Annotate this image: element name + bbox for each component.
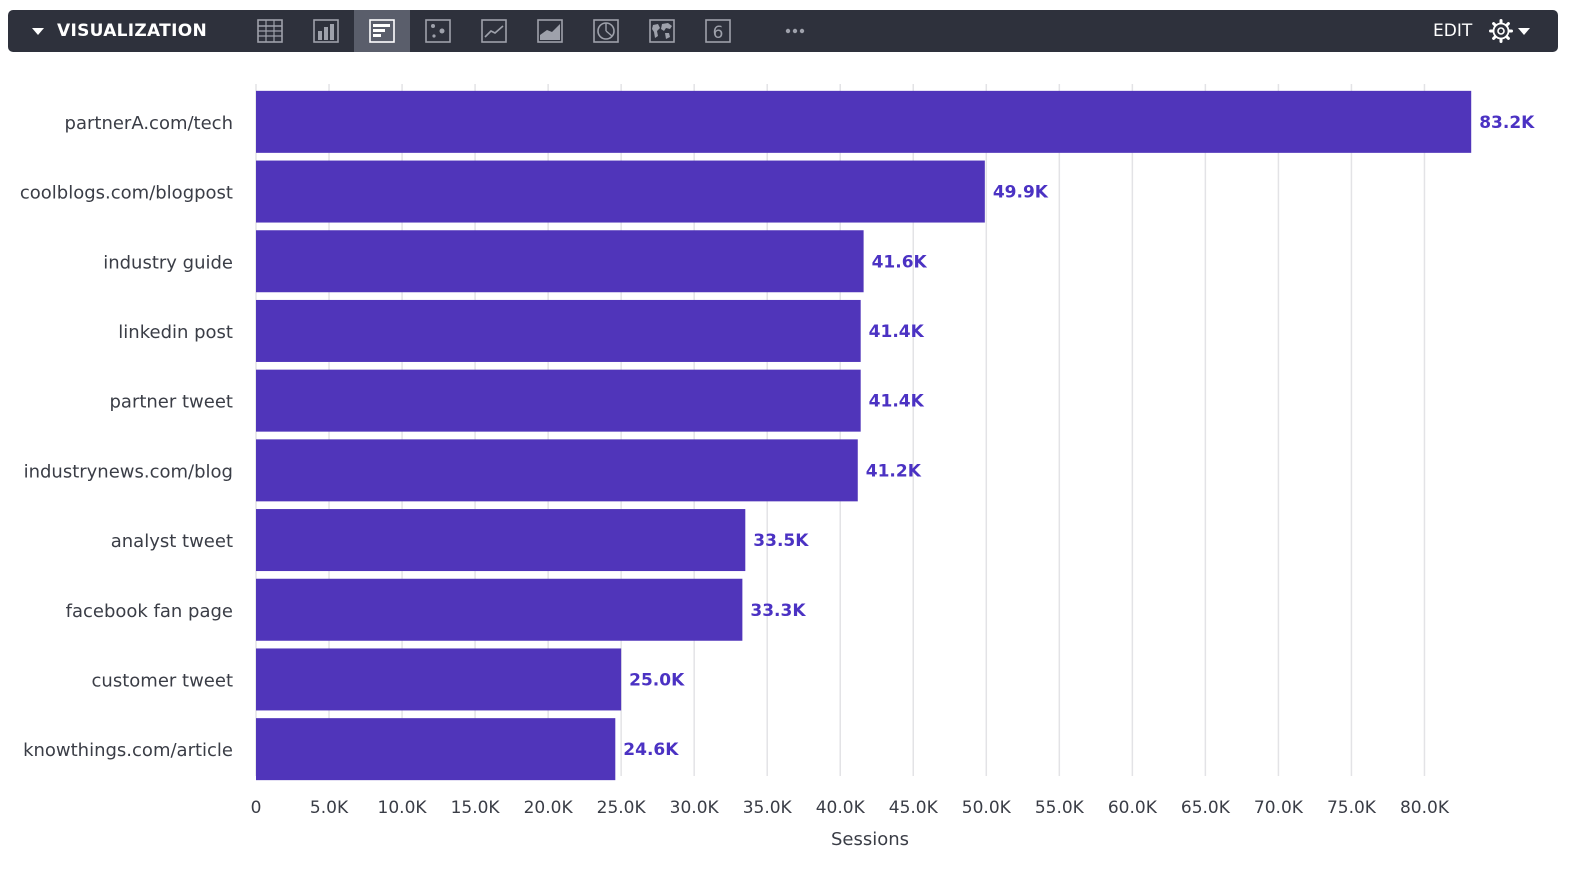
x-tick-label: 25.0K <box>597 798 647 818</box>
table-view-button[interactable] <box>242 10 298 52</box>
table-icon <box>257 19 283 43</box>
value-label: 33.5K <box>753 531 809 551</box>
map-icon <box>649 19 675 43</box>
bar[interactable] <box>256 718 616 781</box>
value-label: 83.2K <box>1479 113 1535 133</box>
value-label: 25.0K <box>629 670 685 690</box>
pie-chart-button[interactable] <box>578 10 634 52</box>
x-tick-label: 55.0K <box>1035 798 1085 818</box>
value-label: 41.6K <box>872 252 928 272</box>
area-chart-icon <box>537 19 563 43</box>
column-chart-button[interactable] <box>298 10 354 52</box>
category-label: coolblogs.com/blogpost <box>20 183 233 204</box>
map-chart-button[interactable] <box>634 10 690 52</box>
x-tick-label: 70.0K <box>1254 798 1304 818</box>
single-value-icon: 6 <box>705 19 731 43</box>
x-tick-label: 35.0K <box>743 798 793 818</box>
bar[interactable] <box>256 90 1472 153</box>
svg-text:6: 6 <box>713 23 724 43</box>
gear-icon <box>1489 19 1513 43</box>
more-visualizations-button[interactable] <box>767 10 823 52</box>
category-label: linkedin post <box>118 322 233 343</box>
x-tick-label: 15.0K <box>451 798 501 818</box>
x-tick-label: 10.0K <box>378 798 428 818</box>
line-chart-icon <box>481 19 507 43</box>
caret-down-icon <box>1518 27 1530 35</box>
x-tick-label: 45.0K <box>889 798 939 818</box>
visualization-toolbar: VISUALIZATION 6 EDIT <box>8 10 1558 52</box>
category-label: partner tweet <box>109 392 233 413</box>
x-tick-label: 0 <box>251 798 262 818</box>
x-tick-label: 80.0K <box>1400 798 1450 818</box>
scatter-chart-button[interactable] <box>410 10 466 52</box>
bar-chart: 0 5.0K 10.0K 15.0K 20.0K 25.0K 30.0K 35.0K 40.0K… <box>20 84 1535 850</box>
category-label: partnerA.com/tech <box>65 113 233 134</box>
value-label: 24.6K <box>623 740 679 760</box>
category-label: knowthings.com/article <box>23 740 233 761</box>
more-icon <box>785 28 805 34</box>
bar[interactable] <box>256 160 985 223</box>
single-value-button[interactable]: 6 <box>690 10 746 52</box>
scatter-chart-icon <box>425 19 451 43</box>
bar-chart-button[interactable] <box>354 10 410 52</box>
line-chart-button[interactable] <box>466 10 522 52</box>
visualization-title: VISUALIZATION <box>57 21 207 41</box>
bar-chart-icon <box>369 19 395 43</box>
x-tick-label: 5.0K <box>310 798 349 818</box>
column-chart-icon <box>313 19 339 43</box>
value-label: 41.4K <box>869 322 925 342</box>
bars <box>256 90 1472 781</box>
x-tick-label: 60.0K <box>1108 798 1158 818</box>
x-axis-title: Sessions <box>831 829 909 850</box>
category-label: facebook fan page <box>66 601 233 622</box>
category-label: industrynews.com/blog <box>24 461 233 482</box>
x-tick-label: 20.0K <box>524 798 574 818</box>
x-tick-label: 40.0K <box>816 798 866 818</box>
value-label: 41.4K <box>869 392 925 412</box>
bar[interactable] <box>256 648 622 711</box>
bar[interactable] <box>256 578 743 641</box>
x-tick-label: 65.0K <box>1181 798 1231 818</box>
bar[interactable] <box>256 439 858 502</box>
x-tick-label: 30.0K <box>670 798 720 818</box>
settings-menu-button[interactable] <box>1488 10 1530 52</box>
value-label: 33.3K <box>750 601 806 621</box>
value-label: 49.9K <box>993 183 1049 203</box>
bar[interactable] <box>256 230 864 293</box>
bar[interactable] <box>256 299 861 362</box>
category-label: analyst tweet <box>111 531 233 552</box>
bar[interactable] <box>256 509 746 572</box>
x-tick-label: 75.0K <box>1327 798 1377 818</box>
labels: 0 5.0K 10.0K 15.0K 20.0K 25.0K 30.0K 35.0K 40.0K… <box>20 113 1535 818</box>
x-tick-label: 50.0K <box>962 798 1012 818</box>
bar[interactable] <box>256 369 861 432</box>
visualization-toggle[interactable]: VISUALIZATION <box>32 10 207 52</box>
edit-button[interactable]: EDIT <box>1433 21 1473 41</box>
value-label: 41.2K <box>866 461 922 481</box>
category-label: customer tweet <box>92 670 233 691</box>
caret-down-icon <box>32 27 44 35</box>
pie-chart-icon <box>593 19 619 43</box>
area-chart-button[interactable] <box>522 10 578 52</box>
category-label: industry guide <box>103 252 233 273</box>
